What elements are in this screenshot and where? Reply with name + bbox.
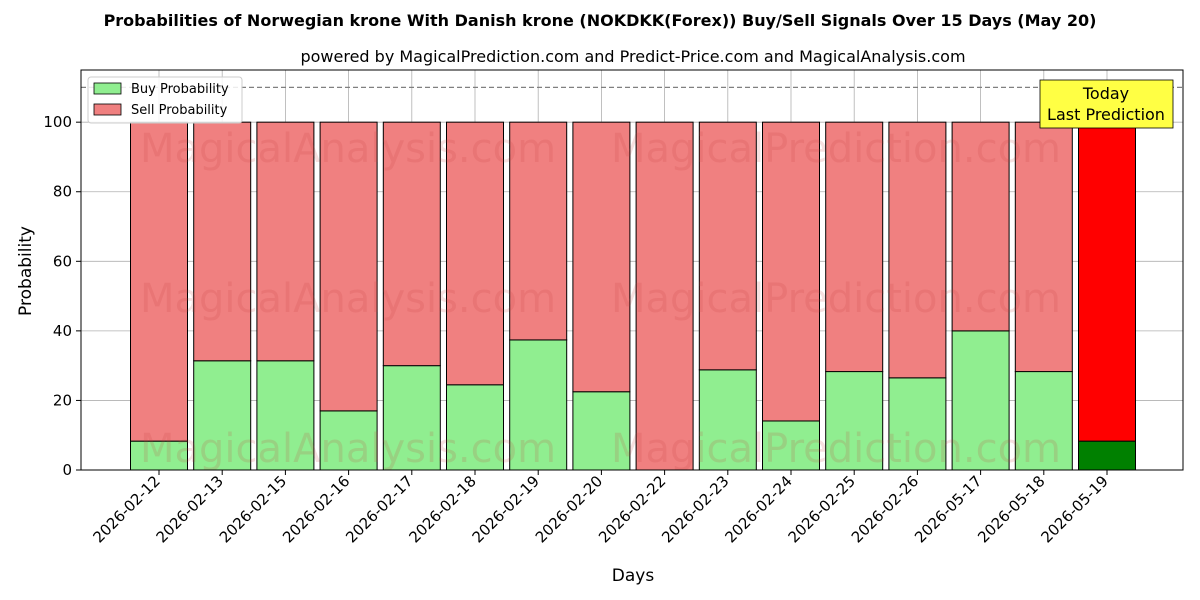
bar-buy [1014, 371, 1073, 471]
watermarks: MagicalAnalysis.com MagicalPrediction.co… [140, 126, 1061, 472]
bar-buy [825, 371, 884, 471]
bar-sell [572, 121, 631, 393]
bar-sell [509, 121, 568, 341]
x-tick-label: 2026-02-18 [405, 472, 479, 546]
y-tick-label: 0 [62, 461, 72, 479]
x-tick-label: 2026-02-20 [532, 472, 606, 546]
legend-label-buy: Buy Probability [131, 82, 229, 97]
x-tick-label: 2026-02-26 [848, 472, 922, 546]
x-tick-label: 2026-02-22 [595, 472, 669, 546]
x-tick-label: 2026-02-15 [216, 472, 290, 546]
y-axis-label: Probability [16, 226, 36, 316]
bar-sell [130, 121, 188, 442]
y-tick-label: 80 [53, 183, 72, 201]
y-axis: 0 20 40 60 80 100 [43, 113, 81, 479]
bar-sell [635, 121, 694, 471]
bar-sell [825, 121, 884, 373]
watermark-right-bottom: MagicalPrediction.com [611, 426, 1061, 472]
plot-frame [80, 69, 1184, 471]
x-tick-label: 2026-02-19 [469, 472, 543, 546]
chart-subtitle: powered by MagicalPrediction.com and Pre… [300, 47, 965, 66]
bar-sell [888, 121, 947, 379]
bar-sell [319, 121, 378, 412]
bar-sell [256, 121, 315, 362]
x-tick-label: 2026-02-17 [342, 472, 416, 546]
x-tick-label: 2026-02-12 [89, 472, 163, 546]
watermark-left-bottom: MagicalAnalysis.com [140, 426, 556, 472]
bar-sell [698, 121, 757, 371]
y-tick-label: 40 [53, 322, 72, 340]
bar-sell [762, 121, 820, 422]
x-axis: 2026-02-122026-02-132026-02-152026-02-16… [89, 470, 1112, 546]
bar-sell [382, 121, 441, 367]
today-annotation-line2: Last Prediction [1047, 105, 1165, 124]
bar-buy [382, 365, 441, 471]
y-tick-label: 100 [43, 113, 72, 131]
today-annotation: Today Last Prediction [1039, 79, 1174, 129]
chart-title: Probabilities of Norwegian krone With Da… [104, 11, 1097, 30]
bar-buy [193, 360, 252, 471]
legend-swatch-sell [93, 103, 122, 116]
x-axis-label: Days [612, 566, 655, 586]
bar-buy [1078, 440, 1136, 471]
bar-buy [951, 330, 1010, 471]
x-tick-label: 2026-05-17 [911, 472, 985, 546]
legend-label-sell: Sell Probability [131, 103, 228, 118]
legend: Buy Probability Sell Probability [87, 76, 243, 124]
x-tick-label: 2026-02-24 [721, 472, 795, 546]
bar-buy [256, 360, 315, 471]
legend-swatch-buy [93, 82, 122, 95]
legend-box [87, 76, 243, 124]
bar-sell [446, 121, 504, 386]
bar-buy [509, 339, 568, 471]
bar-sell [951, 121, 1010, 332]
watermark-right-mid: MagicalPrediction.com [611, 276, 1061, 322]
watermark-left-top: MagicalAnalysis.com [140, 126, 556, 172]
bar-buy [698, 369, 757, 471]
x-tick-label: 2026-05-19 [1037, 472, 1111, 546]
watermark-left-mid: MagicalAnalysis.com [140, 276, 556, 322]
bar-sell [1078, 121, 1136, 442]
x-tick-label: 2026-02-25 [785, 472, 859, 546]
bars [130, 121, 1136, 471]
x-tick-label: 2026-05-18 [974, 472, 1048, 546]
x-tick-label: 2026-02-23 [658, 472, 732, 546]
x-tick-label: 2026-02-13 [153, 472, 227, 546]
watermark-right-top: MagicalPrediction.com [611, 126, 1061, 172]
y-tick-label: 20 [53, 391, 72, 409]
x-tick-label: 2026-02-16 [279, 472, 353, 546]
bar-buy [888, 377, 947, 471]
today-annotation-box [1039, 79, 1174, 129]
bar-buy [446, 384, 504, 471]
today-annotation-line1: Today [1082, 84, 1129, 103]
bar-buy [572, 391, 631, 471]
y-tick-label: 60 [53, 252, 72, 270]
